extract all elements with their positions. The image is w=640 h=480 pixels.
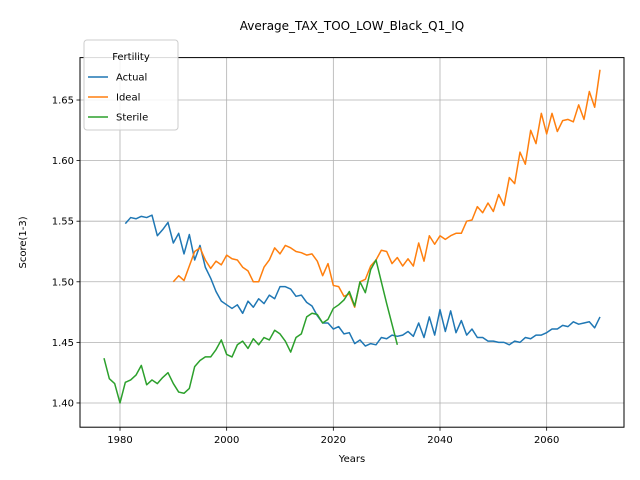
series-line-sterile [103, 259, 399, 404]
x-tick-label: 2020 [321, 435, 346, 446]
legend: Fertility Actual Ideal Sterile [83, 39, 179, 131]
x-ticks: 1980 2000 2020 2040 2060 [107, 427, 559, 446]
x-tick-label: 2000 [214, 435, 239, 446]
y-tick-label: 1.65 [52, 96, 74, 107]
series-line-actual [124, 214, 601, 347]
y-ticks: 1.40 1.45 1.50 1.55 1.60 1.65 [52, 96, 80, 409]
y-axis-label: Score(1-3) [18, 216, 29, 268]
legend-label-sterile: Sterile [116, 113, 148, 124]
y-tick-label: 1.60 [52, 156, 74, 167]
legend-box [83, 39, 179, 131]
x-tick-label: 1980 [107, 435, 132, 446]
legend-label-ideal: Ideal [116, 93, 140, 104]
plot-frame [79, 57, 625, 428]
series-line-ideal [172, 69, 601, 308]
series-lines [103, 69, 601, 404]
legend-label-actual: Actual [116, 73, 147, 84]
chart-title: Average_TAX_TOO_LOW_Black_Q1_IQ [240, 19, 464, 33]
x-axis-label: Years [338, 454, 365, 465]
y-tick-label: 1.45 [52, 338, 74, 349]
x-tick-label: 2060 [534, 435, 559, 446]
x-tick-label: 2040 [427, 435, 452, 446]
legend-title: Fertility [112, 52, 150, 63]
legend-items: Actual Ideal Sterile [88, 73, 148, 124]
y-tick-label: 1.40 [52, 398, 74, 409]
y-tick-label: 1.50 [52, 277, 74, 288]
y-tick-label: 1.55 [52, 217, 74, 228]
